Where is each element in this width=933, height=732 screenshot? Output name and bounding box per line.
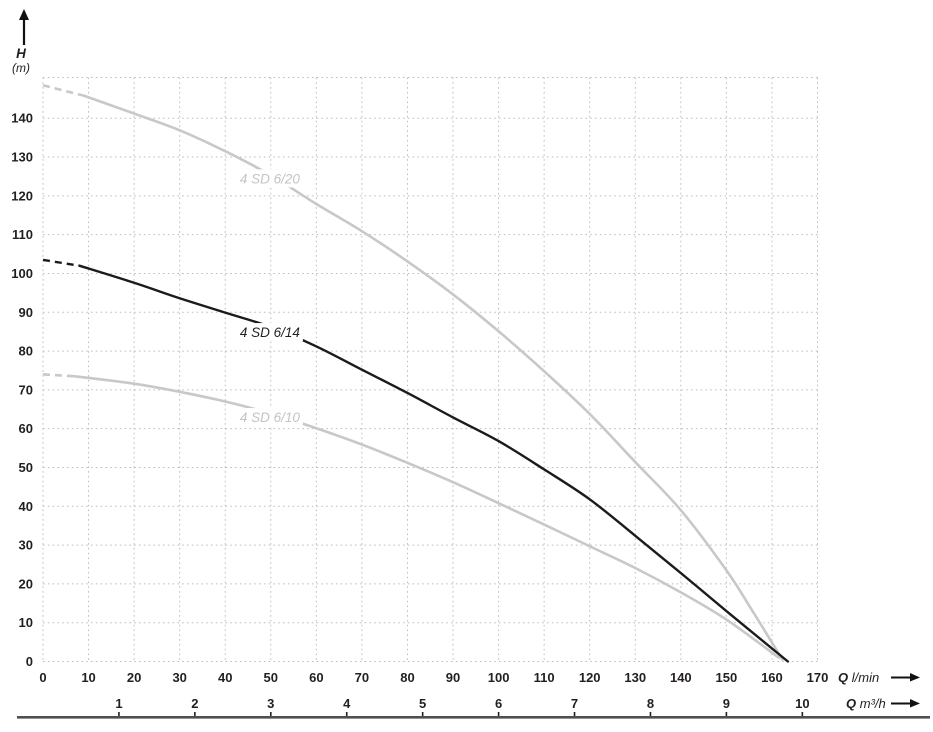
y-tick-label: 80 xyxy=(19,344,33,359)
y-tick-label: 20 xyxy=(19,576,33,591)
curve-label: 4 SD 6/20 xyxy=(240,171,301,186)
y-tick-label: 60 xyxy=(19,421,33,436)
y-axis-title: H(m) xyxy=(12,9,30,75)
right-arrow-icon xyxy=(910,699,920,708)
y-tick-label: 50 xyxy=(19,460,33,475)
x-tick-label-lmin: 100 xyxy=(488,670,510,685)
y-tick-label: 130 xyxy=(11,150,33,165)
x-tick-label-m3h: 3 xyxy=(267,696,274,711)
curve-label-backing xyxy=(236,169,303,188)
x-tick-label-lmin: 140 xyxy=(670,670,692,685)
y-tick-label: 120 xyxy=(11,188,33,203)
x-axis-title-m3h: Q m³/h xyxy=(846,696,886,711)
y-tick-label: 30 xyxy=(19,538,33,553)
x-tick-label-lmin: 50 xyxy=(264,670,278,685)
x-tick-label-m3h: 4 xyxy=(343,696,351,711)
x-tick-label-lmin: 160 xyxy=(761,670,783,685)
y-tick-label: 110 xyxy=(12,227,33,242)
x-tick-label-lmin: 20 xyxy=(127,670,141,685)
y-tick-label: 70 xyxy=(19,382,33,397)
x-tick-label-m3h: 9 xyxy=(723,696,730,711)
curve-label-backing xyxy=(236,323,303,342)
x-axis-title-lmin: Q l/min xyxy=(838,670,879,685)
y-tick-label: 40 xyxy=(19,499,33,514)
x-tick-label-lmin: 150 xyxy=(716,670,738,685)
right-arrow-icon xyxy=(910,673,920,682)
x-axis-title-unit: l/min xyxy=(852,670,879,685)
y-tick-label: 90 xyxy=(19,305,33,320)
y-tick-label: 10 xyxy=(19,615,33,630)
x-tick-label-lmin: 90 xyxy=(446,670,460,685)
x-axis-title-q: Q xyxy=(846,696,860,711)
curve-dashed-lead-4-sd-6-10 xyxy=(42,373,75,378)
x-tick-label-lmin: 170 xyxy=(807,670,829,685)
x-tick-label-m3h: 5 xyxy=(419,696,426,711)
curve-label: 4 SD 6/14 xyxy=(240,325,300,340)
x-tick-label-lmin: 120 xyxy=(579,670,601,685)
up-arrow-icon xyxy=(19,9,29,20)
x-tick-label-lmin: 40 xyxy=(218,670,232,685)
y-axis-title: H xyxy=(16,46,26,61)
x-tick-label-lmin: 70 xyxy=(355,670,369,685)
y-tick-label: 100 xyxy=(11,266,33,281)
x-tick-label-lmin: 0 xyxy=(39,670,46,685)
x-tick-label-lmin: 10 xyxy=(81,670,95,685)
x-tick-label-lmin: 80 xyxy=(400,670,414,685)
curve-4-sd-6-14 xyxy=(78,264,790,663)
curve-dashed-lead-4-sd-6-14 xyxy=(42,258,80,267)
x-tick-label-lmin: 110 xyxy=(534,670,555,685)
x-tick-label-lmin: 130 xyxy=(624,670,646,685)
x-axis-title-q: Q xyxy=(838,670,852,685)
x-tick-label-m3h: 2 xyxy=(191,696,198,711)
grid-lines xyxy=(42,77,818,662)
x-tick-label-m3h: 1 xyxy=(115,696,122,711)
x-tick-label-m3h: 8 xyxy=(647,696,654,711)
performance-curves xyxy=(42,84,790,663)
x-tick-label-m3h: 10 xyxy=(795,696,809,711)
x-axis-lmin: 0 10 20 30 40 50 60 70 80 90 100 110 120 130 140 150 160… xyxy=(39,670,920,685)
curve-label: 4 SD 6/10 xyxy=(240,410,301,425)
x-tick-label-m3h: 7 xyxy=(571,696,578,711)
y-axis-ticks: 0 10 20 30 40 50 60 70 80 90 100 110 120 130 140 xyxy=(11,111,33,669)
x-axis-m3h: 1 2 3 4 5 6 7 8 9 10 Q m³/h xyxy=(17,696,930,719)
y-tick-label: 140 xyxy=(11,111,33,126)
curve-label-backing xyxy=(236,408,303,427)
curve-labels: 4 SD 6/20 4 SD 6/14 4 SD 6/10 xyxy=(236,169,303,427)
y-axis-unit: (m) xyxy=(12,61,30,75)
x-axis-title-unit: m³/h xyxy=(860,696,886,711)
x-tick-label-m3h: 6 xyxy=(495,696,502,711)
y-tick-label: 0 xyxy=(26,654,33,669)
curve-4-sd-6-20 xyxy=(82,94,784,661)
curve-4-sd-6-10 xyxy=(73,374,781,659)
x-tick-label-lmin: 30 xyxy=(172,670,186,685)
curve-dashed-lead-4-sd-6-20 xyxy=(42,84,85,97)
x-tick-label-lmin: 60 xyxy=(309,670,323,685)
